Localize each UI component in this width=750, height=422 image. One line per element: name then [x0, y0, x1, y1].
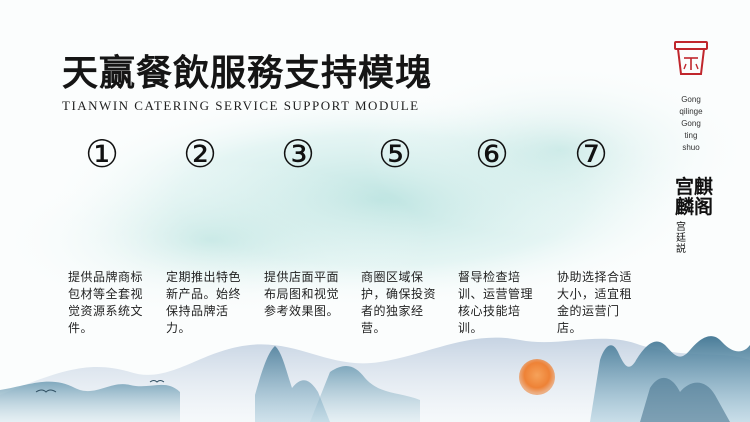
module-description-2: 定期推出特色新产品。始终保持品牌活力。 — [166, 270, 242, 335]
module-number-7: ⑦ — [573, 132, 609, 176]
module-number-1: ① — [84, 132, 120, 176]
module-description-1: 提供品牌商标包材等全套视觉资源系统文件。 — [68, 270, 144, 335]
brand-calligraphy-logo: 宫麒麟阁 — [674, 176, 713, 218]
module-description-6: 督导检查培训、运营管理核心技能培训。 — [458, 270, 534, 335]
brand-english-name: Gong qilinge Gong ting shuo — [664, 94, 718, 154]
tea-cup-icon — [674, 41, 708, 75]
module-number-6: ⑥ — [474, 132, 510, 176]
brand-en-line: qilinge — [679, 107, 703, 116]
page-subtitle: TIANWIN CATERING SERVICE SUPPORT MODULE — [62, 98, 420, 113]
module-description-5: 商圈区域保护，确保投资者的独家经营。 — [361, 270, 437, 335]
module-number-5: ⑤ — [377, 132, 413, 176]
brand-en-line: Gong — [681, 95, 701, 104]
module-description-3: 提供店面平面布局图和视觉参考效果图。 — [264, 270, 340, 318]
brand-en-line: shuo — [682, 143, 700, 152]
module-number-2: ② — [182, 132, 218, 176]
brand-sub-name: 宫廷説 — [676, 222, 686, 255]
page-title: 天赢餐飲服務支持模塊 — [62, 52, 433, 94]
module-description-7: 协助选择合适大小，适宜租金的运营门店。 — [557, 270, 633, 335]
brand-en-line: ting — [684, 131, 698, 140]
brand-en-line: Gong — [681, 119, 701, 128]
module-number-3: ③ — [280, 132, 316, 176]
